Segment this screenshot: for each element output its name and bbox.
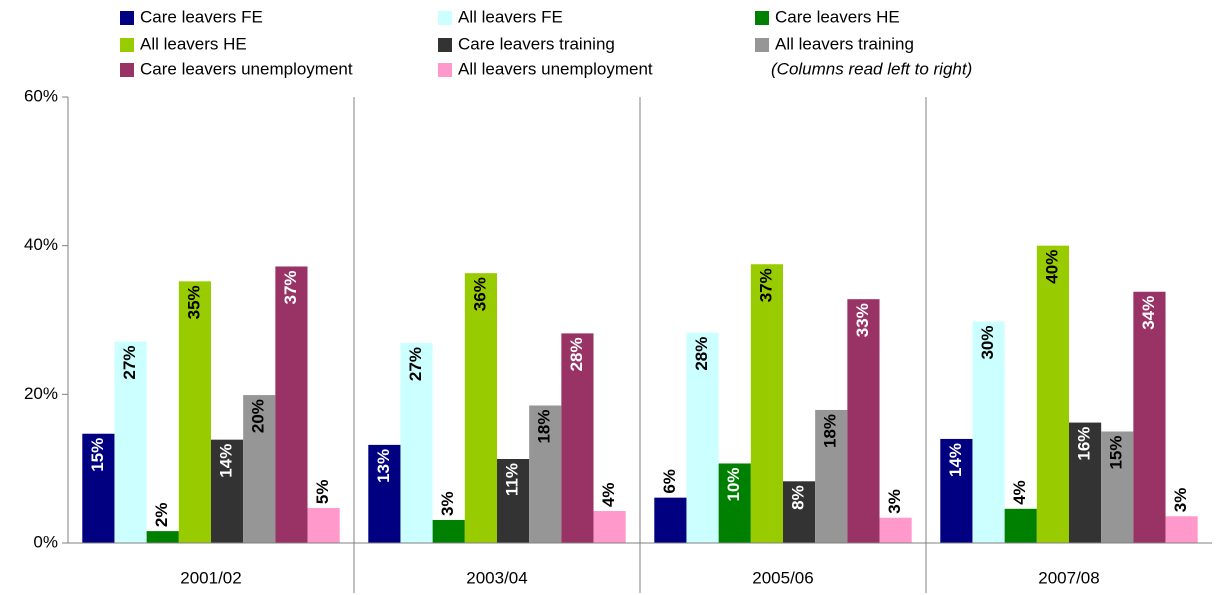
data-label: 35% — [184, 285, 203, 319]
bar — [368, 444, 401, 543]
data-label: 36% — [470, 277, 489, 311]
x-tick-label: 2001/02 — [180, 568, 241, 587]
data-label: 2% — [152, 503, 171, 528]
data-label: 27% — [120, 346, 139, 380]
y-tick-label: 0% — [33, 532, 58, 551]
bar — [972, 321, 1005, 543]
data-label: 14% — [217, 444, 236, 478]
bar — [432, 519, 465, 543]
data-label: 28% — [692, 337, 711, 371]
bar — [146, 531, 179, 543]
data-label: 6% — [660, 469, 679, 494]
data-label: 37% — [756, 268, 775, 302]
x-tick-label: 2005/06 — [752, 568, 813, 587]
bar — [243, 395, 276, 543]
legend-swatch — [438, 38, 452, 52]
bar — [1101, 431, 1134, 543]
legend-swatch — [438, 63, 452, 77]
y-tick-label: 20% — [24, 384, 58, 403]
bar — [114, 341, 147, 543]
data-label: 13% — [374, 449, 393, 483]
data-label: 16% — [1075, 427, 1094, 461]
bar — [529, 405, 562, 543]
bar — [497, 459, 530, 543]
bar — [879, 517, 912, 543]
bar — [307, 508, 340, 543]
bar — [561, 333, 594, 543]
legend-swatch — [120, 63, 134, 77]
bar — [82, 433, 115, 543]
bar — [1069, 422, 1102, 543]
data-label: 15% — [1107, 436, 1126, 470]
data-label: 11% — [503, 463, 522, 496]
legend-label: Care leavers unemployment — [140, 59, 353, 78]
data-label: 10% — [724, 467, 743, 501]
data-label: 3% — [885, 489, 904, 514]
data-label: 5% — [313, 479, 332, 504]
data-label: 15% — [88, 438, 107, 472]
y-tick-label: 40% — [24, 235, 58, 254]
data-label: 40% — [1042, 250, 1061, 284]
bar — [654, 497, 687, 543]
bar — [847, 299, 880, 543]
data-label: 30% — [978, 325, 997, 359]
data-label: 3% — [1171, 488, 1190, 513]
x-tick-label: 2003/04 — [466, 568, 527, 587]
bar — [1004, 508, 1037, 543]
legend-swatch — [120, 38, 134, 52]
y-tick-label: 60% — [24, 86, 58, 105]
data-label: 37% — [281, 270, 300, 304]
data-label: 18% — [535, 409, 554, 443]
bar — [178, 281, 211, 543]
legend-swatch — [755, 38, 769, 52]
bar — [1165, 516, 1198, 543]
bar — [815, 409, 848, 543]
bar — [940, 438, 973, 543]
data-label: 34% — [1139, 296, 1158, 330]
legend-swatch — [755, 11, 769, 25]
data-label: 33% — [853, 303, 872, 337]
legend-label: All leavers training — [775, 34, 914, 53]
legend-note: (Columns read left to right) — [771, 59, 972, 78]
bar — [464, 273, 497, 543]
legend-label: All leavers HE — [140, 34, 247, 53]
data-label: 4% — [1010, 480, 1029, 505]
data-label: 4% — [599, 482, 618, 507]
x-tick-label: 2007/08 — [1038, 568, 1099, 587]
bar — [686, 332, 719, 543]
data-label: 27% — [406, 347, 425, 381]
bar — [1133, 291, 1166, 543]
data-label: 14% — [946, 443, 965, 477]
data-label: 18% — [821, 414, 840, 448]
legend-label: Care leavers FE — [140, 7, 263, 26]
bar — [750, 264, 783, 543]
data-label: 8% — [789, 485, 808, 510]
bar — [718, 463, 751, 543]
bar — [400, 343, 433, 543]
legend-label: Care leavers training — [458, 34, 615, 53]
bar — [211, 439, 244, 543]
bar — [1036, 245, 1069, 543]
bar — [593, 511, 626, 543]
legend-label: Care leavers HE — [775, 7, 900, 26]
data-label: 28% — [567, 337, 586, 371]
legend-swatch — [438, 11, 452, 25]
bar — [783, 481, 816, 543]
data-label: 20% — [249, 399, 268, 433]
data-label: 3% — [438, 491, 457, 516]
legend-label: All leavers unemployment — [458, 59, 653, 78]
legend-swatch — [120, 11, 134, 25]
legend-label: All leavers FE — [458, 7, 563, 26]
bar — [275, 266, 308, 543]
